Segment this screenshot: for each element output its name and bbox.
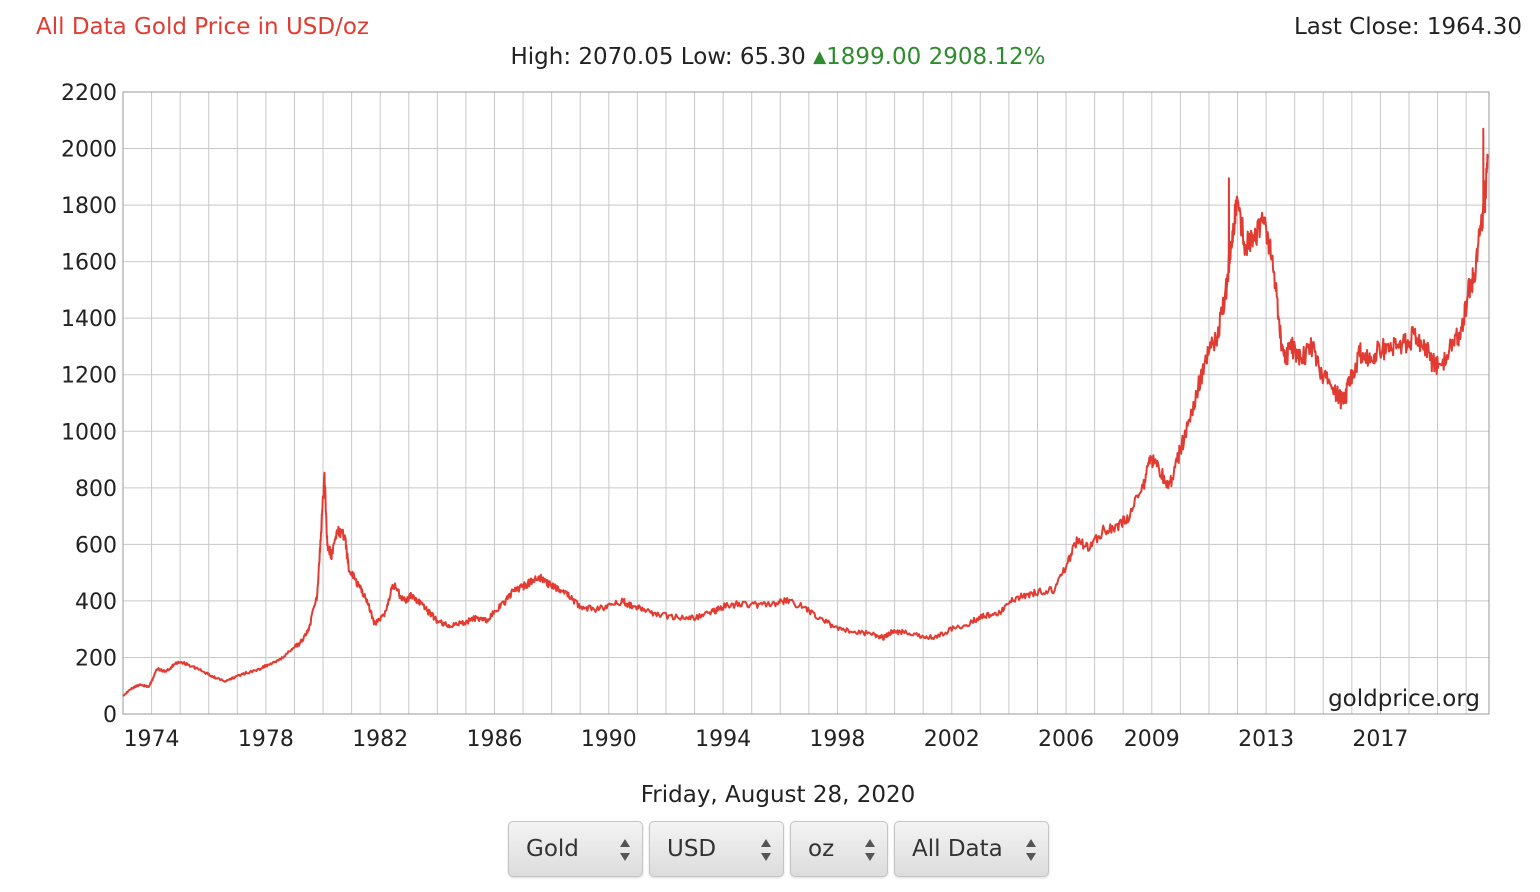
select-arrows-icon: [761, 839, 771, 861]
y-tick-label: 1600: [61, 251, 117, 276]
high-low-text: High: 2070.05 Low: 65.30: [510, 44, 806, 70]
horizontal-gridlines: [123, 91, 1489, 715]
unit-select[interactable]: oz: [790, 821, 888, 877]
vertical-gridlines: [122, 92, 1467, 714]
metal-select-value: Gold: [526, 836, 579, 862]
x-tick-label: 1998: [809, 727, 865, 752]
x-tick-label: 1990: [581, 727, 637, 752]
x-axis-ticks: 1974 1978 1982 1986 1990 1994 1998 2002 2006 2009…: [124, 727, 1409, 752]
y-tick-label: 1000: [61, 420, 117, 445]
x-tick-label: 2017: [1352, 727, 1408, 752]
plot-border: [122, 91, 1490, 715]
high-low-stats: High: 2070.05 Low: 65.30 ▲1899.00 2908.1…: [0, 44, 1540, 70]
x-tick-label: 2002: [924, 727, 980, 752]
currency-select-value: USD: [667, 836, 717, 862]
up-arrow-icon: ▲: [813, 47, 827, 67]
y-axis-ticks: 0 200 400 600 800 1000 1200 1400 1600 1800 2000 220…: [61, 81, 117, 728]
y-tick-label: 1200: [61, 364, 117, 389]
x-tick-label: 1982: [352, 727, 408, 752]
x-tick-label: 2006: [1038, 727, 1094, 752]
unit-select-value: oz: [808, 836, 835, 862]
currency-select[interactable]: USD: [649, 821, 784, 877]
range-select-value: All Data: [912, 836, 1003, 862]
select-arrows-icon: [1026, 839, 1036, 861]
gold-price-line: [122, 127, 1489, 697]
y-tick-label: 600: [75, 533, 117, 558]
y-tick-label: 400: [75, 590, 117, 615]
x-tick-label: 1994: [695, 727, 751, 752]
y-tick-label: 1400: [61, 307, 117, 332]
x-tick-label: 1986: [467, 727, 523, 752]
select-arrows-icon: [620, 839, 630, 861]
y-tick-label: 2000: [61, 138, 117, 163]
chart-controls: Gold USD oz All Data: [508, 821, 1049, 877]
change-text: 1899.00 2908.12%: [826, 44, 1046, 70]
chart-title: All Data Gold Price in USD/oz: [36, 14, 369, 40]
x-tick-label: 1974: [124, 727, 180, 752]
x-tick-label: 2013: [1238, 727, 1294, 752]
range-select[interactable]: All Data: [894, 821, 1049, 877]
metal-select[interactable]: Gold: [508, 821, 643, 877]
x-tick-label: 2009: [1124, 727, 1180, 752]
y-tick-label: 200: [75, 646, 117, 671]
last-close-label: Last Close: 1964.30: [1293, 14, 1522, 40]
y-tick-label: 1800: [61, 194, 117, 219]
x-tick-label: 1978: [238, 727, 294, 752]
y-tick-label: 800: [75, 477, 117, 502]
y-tick-label: 2200: [61, 81, 117, 106]
chart-date: Friday, August 28, 2020: [640, 782, 916, 808]
select-arrows-icon: [865, 839, 875, 861]
watermark-text: goldprice.org: [1328, 686, 1480, 712]
y-tick-label: 0: [103, 703, 117, 728]
